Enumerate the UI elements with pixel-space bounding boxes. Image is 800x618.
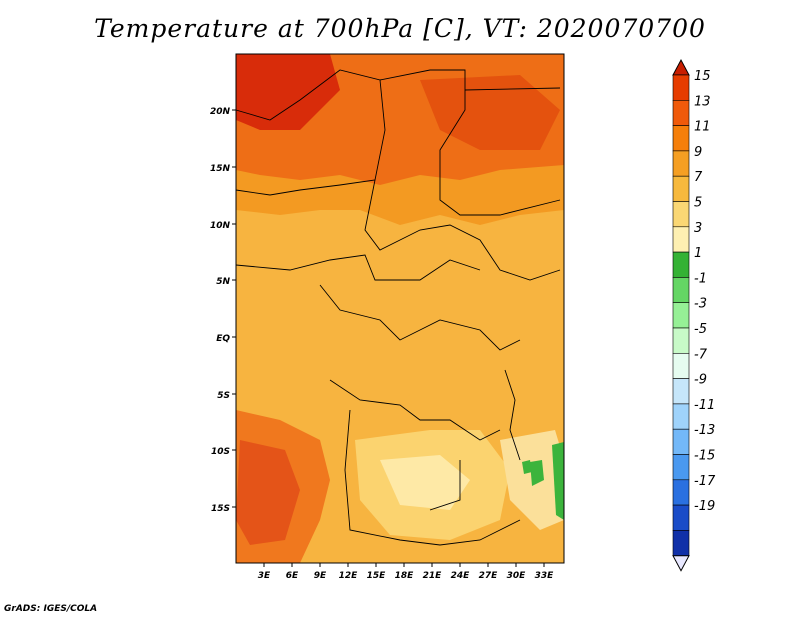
- colorbar-label: -13: [694, 423, 715, 438]
- south-pale-area: [380, 455, 470, 510]
- colorbar-label: 3: [694, 221, 702, 236]
- lon-label: 15E: [367, 571, 387, 581]
- map-panel: [235, 53, 565, 564]
- colorbar-swatch: [672, 175, 690, 202]
- latitude-axis: 20N 15N 10N 5N EQ 5S 10S 15S: [210, 107, 231, 514]
- colorbar-swatch: [672, 226, 690, 253]
- colorbar-swatch: [672, 378, 690, 405]
- lon-label: 24E: [451, 571, 471, 581]
- lon-label: 30E: [507, 571, 527, 581]
- colorbar-label: -11: [694, 398, 715, 413]
- colorbar-label: 13: [694, 94, 711, 109]
- colorbar-swatch: [672, 125, 690, 152]
- lon-label: 12E: [339, 571, 359, 581]
- colorbar-label: -5: [694, 322, 707, 337]
- colorbar-swatch: [672, 302, 690, 329]
- lat-ticks: [232, 109, 236, 508]
- hot-area-east: [420, 75, 560, 150]
- very-hot-area: [236, 54, 340, 130]
- green-spot: [530, 460, 544, 486]
- colorbar-swatch: [672, 327, 690, 354]
- colorbar-swatch: [672, 403, 690, 430]
- lon-ticks: [263, 563, 545, 567]
- colorbar-label: 9: [694, 145, 702, 160]
- lon-label: 9E: [314, 571, 327, 581]
- lat-label: EQ: [216, 334, 230, 344]
- colorbar-swatch: [672, 352, 690, 379]
- colorbar: 15 13 11 9 7 5 3 1 -1 -3 -5 -7 -9 -11 -13 -15 -17 -19: [672, 58, 716, 572]
- map-frame: [235, 53, 565, 564]
- lon-label: 21E: [423, 571, 443, 581]
- green-strip: [552, 442, 564, 520]
- colorbar-label: -1: [694, 271, 707, 286]
- colorbar-label: -17: [694, 474, 716, 489]
- colorbar-swatch: [672, 504, 690, 531]
- colorbar-label: 15: [694, 69, 711, 84]
- colorbar-swatch: [672, 479, 690, 506]
- colorbar-label: -15: [694, 449, 715, 464]
- colorbar-label: 5: [694, 196, 702, 211]
- colorbar-swatch: [672, 530, 690, 557]
- colorbar-label: 7: [694, 170, 703, 185]
- green-spot-small: [522, 460, 532, 474]
- colorbar-label: 11: [694, 120, 711, 135]
- lon-label: 6E: [286, 571, 299, 581]
- colorbar-label: -3: [694, 297, 707, 312]
- lon-label: 33E: [535, 571, 555, 581]
- colorbar-swatch: [672, 251, 690, 278]
- colorbar-top-arrow: [672, 58, 690, 76]
- colorbar-label: -7: [694, 347, 708, 362]
- colorbar-swatch: [672, 100, 690, 126]
- lat-label: 5N: [216, 277, 230, 287]
- lat-label: 5S: [217, 391, 230, 401]
- colorbar-swatch: [672, 454, 690, 481]
- lon-label: 27E: [479, 571, 499, 581]
- sw-hot-area: [236, 440, 300, 545]
- lon-label: 3E: [258, 571, 271, 581]
- page-title: Temperature at 700hPa [C], VT: 202007070…: [94, 14, 706, 43]
- country-borders: [235, 69, 561, 546]
- colorbar-swatch: [672, 74, 690, 101]
- colorbar-swatch: [672, 150, 690, 177]
- lat-label: 15N: [210, 164, 231, 174]
- lon-label: 18E: [395, 571, 415, 581]
- longitude-axis: 3E 6E 9E 12E 15E 18E 21E 24E 27E 30E 33E: [258, 571, 554, 581]
- credit-text: GrADS: IGES/COLA: [4, 604, 98, 614]
- colorbar-swatch: [672, 277, 690, 303]
- colorbar-swatch: [672, 201, 690, 228]
- colorbar-bottom-arrow: [672, 555, 690, 572]
- lat-label: 10S: [211, 447, 230, 457]
- colorbar-swatch: [672, 428, 690, 455]
- lat-label: 10N: [210, 221, 231, 231]
- colorbar-label: -9: [694, 373, 707, 388]
- colorbar-label: -19: [694, 499, 715, 514]
- lat-label: 15S: [211, 504, 230, 514]
- lat-label: 20N: [210, 107, 231, 117]
- colorbar-label: 1: [694, 246, 702, 261]
